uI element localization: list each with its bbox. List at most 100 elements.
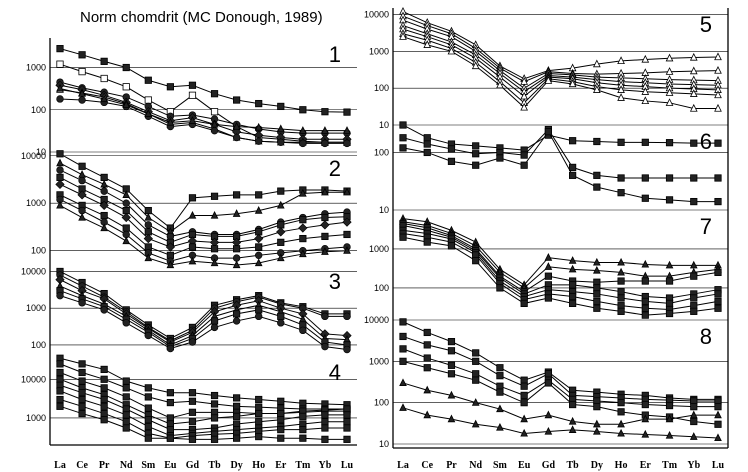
data-point xyxy=(100,416,108,424)
data-point xyxy=(56,166,64,174)
data-point xyxy=(689,89,698,97)
series-line xyxy=(59,405,347,440)
data-point xyxy=(56,291,64,300)
data-point xyxy=(447,347,456,355)
data-point xyxy=(520,299,528,308)
data-point xyxy=(78,96,86,104)
data-point xyxy=(447,46,456,55)
panel-5: 10000 1000 100 10 5 xyxy=(364,6,728,130)
data-point xyxy=(343,187,351,196)
data-point xyxy=(122,393,130,401)
data-point xyxy=(255,191,263,199)
x-tick-label: Er xyxy=(275,460,287,471)
data-point xyxy=(122,224,130,232)
data-point xyxy=(520,382,528,390)
y-tick-label: 1000 xyxy=(369,46,389,56)
x-tick-label: La xyxy=(54,460,66,471)
data-point xyxy=(617,428,625,437)
data-point xyxy=(569,299,577,308)
series-2-6 xyxy=(56,191,351,259)
data-point xyxy=(447,414,456,423)
data-point xyxy=(122,190,131,198)
data-point xyxy=(617,93,625,101)
data-point xyxy=(665,196,674,204)
data-point xyxy=(78,51,86,59)
data-point xyxy=(423,140,431,148)
series-line xyxy=(59,363,347,410)
x-tick-label: Ho xyxy=(615,460,628,471)
data-point xyxy=(56,173,64,182)
data-point xyxy=(233,191,241,199)
series-5-7 xyxy=(399,32,722,112)
data-point xyxy=(254,251,263,260)
data-point xyxy=(447,338,456,346)
data-point xyxy=(321,232,329,241)
data-point xyxy=(321,126,329,134)
data-point xyxy=(122,411,130,419)
data-point xyxy=(617,399,625,407)
panel-number: 8 xyxy=(700,324,712,349)
data-point xyxy=(520,391,528,399)
series-line xyxy=(402,15,719,83)
data-point xyxy=(56,402,64,410)
series-line xyxy=(402,223,719,293)
panel-number: 6 xyxy=(700,129,712,154)
series-6-1 xyxy=(399,121,722,154)
data-point xyxy=(100,402,108,410)
data-point xyxy=(714,103,722,112)
panel-number: 5 xyxy=(700,12,712,37)
data-point xyxy=(233,245,241,253)
chart-title: Norm chomdrit (MC Donough, 1989) xyxy=(80,9,323,26)
data-point xyxy=(78,395,86,404)
data-point xyxy=(210,192,219,200)
series-line xyxy=(59,378,348,425)
series-8-3 xyxy=(399,345,722,411)
data-point xyxy=(100,409,108,418)
data-point xyxy=(144,416,152,424)
data-point xyxy=(255,432,263,441)
series-8-6 xyxy=(399,403,722,442)
data-point xyxy=(472,376,480,384)
data-point xyxy=(78,299,86,307)
data-point xyxy=(298,188,307,197)
x-tick-label: Yb xyxy=(319,460,332,471)
data-point xyxy=(188,116,197,124)
x-tick-label: Tb xyxy=(566,460,579,471)
data-point xyxy=(233,412,241,420)
series-line xyxy=(402,11,719,80)
data-point xyxy=(188,91,197,99)
data-point xyxy=(144,109,153,117)
data-point xyxy=(254,122,263,131)
x-tick-label: Dy xyxy=(230,460,242,471)
data-point xyxy=(399,332,407,341)
data-point xyxy=(641,194,649,202)
data-point xyxy=(299,216,307,224)
data-point xyxy=(593,290,601,298)
data-point xyxy=(277,426,285,434)
series-line xyxy=(59,372,347,419)
data-point xyxy=(343,345,351,354)
data-point xyxy=(641,304,649,312)
data-point xyxy=(321,312,329,321)
data-point xyxy=(56,83,64,92)
data-point xyxy=(254,312,263,321)
data-point xyxy=(399,134,407,142)
data-point xyxy=(122,405,130,413)
data-point xyxy=(617,174,625,182)
series-line xyxy=(59,290,348,348)
data-point xyxy=(122,384,130,392)
data-point xyxy=(276,227,286,237)
x-tick-label: Eu xyxy=(518,460,531,471)
panel-6: 100 10 6 xyxy=(374,121,728,215)
data-point xyxy=(447,157,456,165)
data-point xyxy=(343,424,351,432)
data-point xyxy=(343,312,351,321)
data-point xyxy=(496,422,504,431)
series-line xyxy=(402,36,718,110)
data-point xyxy=(689,52,698,61)
data-point xyxy=(299,234,307,243)
x-tick-label: Sm xyxy=(493,460,508,471)
data-point xyxy=(399,233,407,241)
series-line xyxy=(59,204,348,266)
data-point xyxy=(714,268,722,277)
